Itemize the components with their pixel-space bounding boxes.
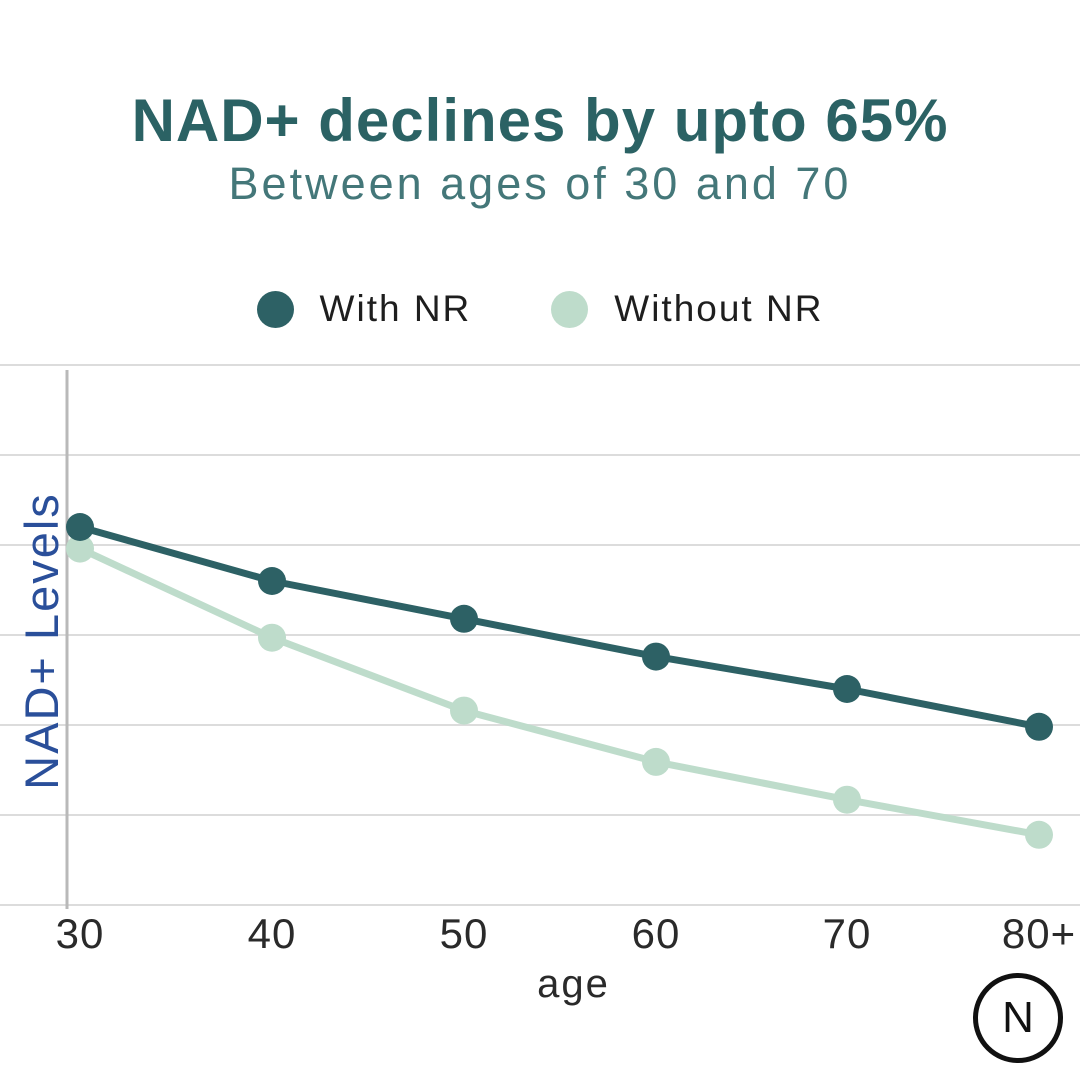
data-point-without-nr: [450, 696, 478, 725]
data-point-without-nr: [642, 747, 670, 776]
y-axis-label: NAD+ Levels: [15, 492, 68, 790]
page-subtitle: Between ages of 30 and 70: [228, 158, 852, 209]
series-line-with-nr: [76, 523, 1043, 731]
chart-legend: With NR Without NR: [0, 288, 1080, 330]
legend-label-with-nr: With NR: [319, 288, 472, 329]
data-point-with-nr: [642, 642, 670, 671]
x-tick-label: 80+: [1001, 910, 1077, 957]
data-point-with-nr: [833, 675, 861, 703]
data-point-with-nr: [66, 513, 94, 541]
data-point-without-nr: [258, 623, 286, 652]
x-tick-label: 50: [439, 910, 489, 957]
brand-logo: N: [973, 973, 1063, 1063]
legend-item-without-nr: Without NR: [551, 288, 823, 330]
data-point-with-nr: [450, 604, 478, 633]
page-title: NAD+ declines by upto 65%: [131, 87, 949, 154]
x-tick-row: 30 40 50 60 70 80+: [0, 910, 1080, 962]
data-point-with-nr: [258, 567, 286, 595]
legend-item-with-nr: With NR: [256, 288, 472, 330]
x-tick-label: 60: [631, 910, 681, 957]
x-tick-label: 70: [822, 910, 872, 957]
data-point-without-nr: [833, 785, 861, 814]
legend-dot-with-nr-icon: [256, 290, 294, 328]
legend-label-without-nr: Without NR: [614, 288, 824, 329]
brand-logo-letter: N: [1002, 993, 1034, 1042]
x-tick-label: 40: [247, 910, 297, 957]
series-line-without-nr: [76, 545, 1043, 839]
legend-dot-without-nr-icon: [551, 290, 589, 328]
data-point-with-nr: [1025, 712, 1053, 741]
x-tick-label: 30: [55, 910, 105, 957]
x-axis-label: age: [537, 962, 610, 1006]
data-point-without-nr: [66, 534, 94, 563]
data-point-without-nr: [1025, 820, 1053, 849]
